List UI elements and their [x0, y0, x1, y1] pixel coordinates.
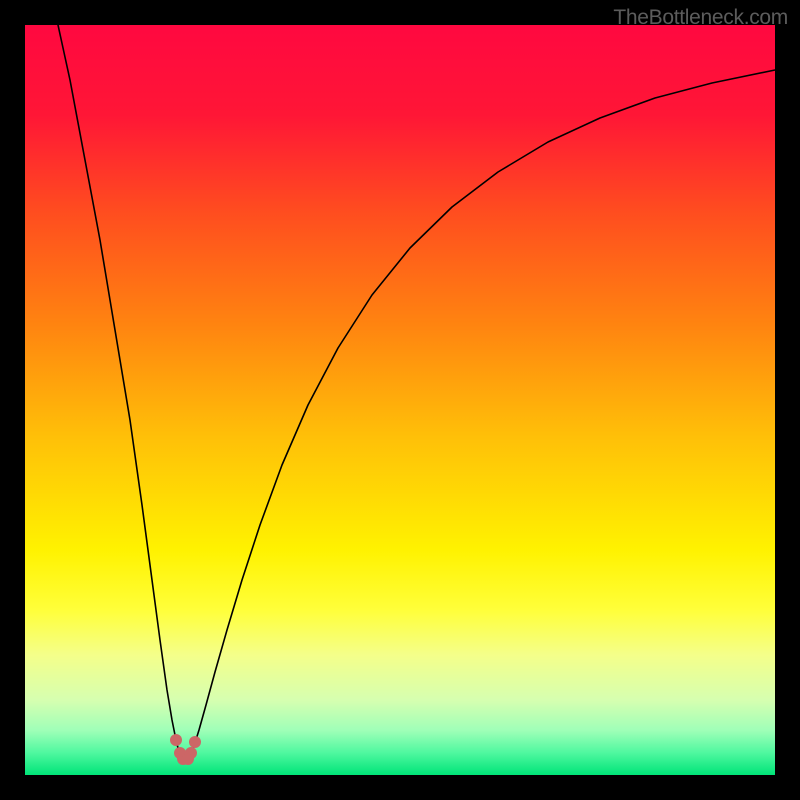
watermark-text: TheBottleneck.com — [613, 6, 788, 30]
chart-frame: TheBottleneck.com — [0, 0, 800, 800]
bottleneck-chart — [0, 0, 800, 800]
